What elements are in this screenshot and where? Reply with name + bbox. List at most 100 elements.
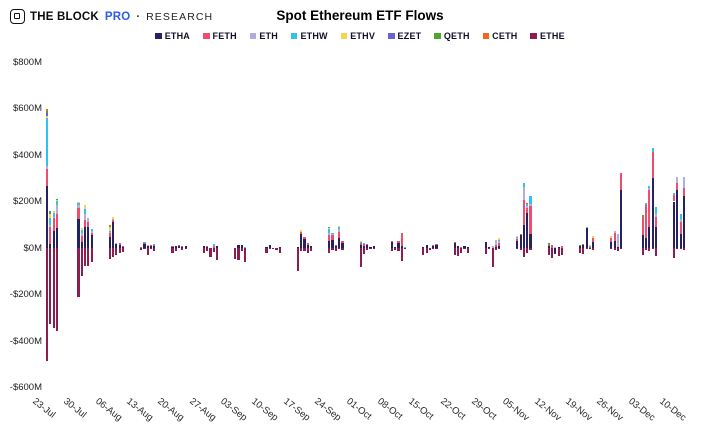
daily-flow-bar[interactable] — [529, 0, 532, 432]
daily-flow-bar[interactable] — [560, 0, 563, 432]
daily-flow-bar[interactable] — [240, 0, 243, 432]
daily-flow-bar[interactable] — [390, 0, 394, 432]
daily-flow-bar[interactable] — [341, 0, 344, 432]
daily-flow-bar[interactable] — [237, 0, 240, 432]
daily-flow-bar[interactable] — [121, 0, 125, 432]
daily-flow-bar[interactable] — [554, 0, 557, 432]
daily-flow-bar[interactable] — [491, 0, 494, 432]
daily-flow-bar[interactable] — [52, 0, 55, 432]
daily-flow-bar[interactable] — [215, 0, 219, 432]
daily-flow-bar[interactable] — [673, 0, 676, 432]
daily-flow-bar[interactable] — [244, 0, 247, 432]
daily-flow-bar[interactable] — [118, 0, 121, 432]
daily-flow-bar[interactable] — [362, 0, 365, 432]
daily-flow-bar[interactable] — [275, 0, 278, 432]
daily-flow-bar[interactable] — [87, 0, 90, 432]
daily-flow-bar[interactable] — [206, 0, 209, 432]
daily-flow-bar[interactable] — [112, 0, 115, 432]
daily-flow-bar[interactable] — [153, 0, 156, 432]
daily-flow-bar[interactable] — [272, 0, 275, 432]
daily-flow-bar[interactable] — [651, 0, 654, 432]
daily-flow-bar[interactable] — [90, 0, 93, 432]
legend-item-ethv[interactable]: ETHV — [340, 31, 375, 41]
daily-flow-bar[interactable] — [466, 0, 469, 432]
daily-flow-bar[interactable] — [682, 0, 686, 432]
daily-flow-bar[interactable] — [613, 0, 616, 432]
daily-flow-bar[interactable] — [202, 0, 205, 432]
daily-flow-bar[interactable] — [115, 0, 118, 432]
daily-flow-bar[interactable] — [644, 0, 648, 432]
daily-flow-bar[interactable] — [620, 0, 623, 432]
daily-flow-bar[interactable] — [369, 0, 372, 432]
daily-flow-bar[interactable] — [359, 0, 362, 432]
daily-flow-bar[interactable] — [432, 0, 435, 432]
daily-flow-bar[interactable] — [397, 0, 400, 432]
legend-item-etha[interactable]: ETHA — [155, 31, 190, 41]
daily-flow-bar[interactable] — [46, 0, 49, 432]
daily-flow-bar[interactable] — [494, 0, 497, 432]
daily-flow-bar[interactable] — [268, 0, 271, 432]
legend-item-ceth[interactable]: CETH — [482, 31, 518, 41]
daily-flow-bar[interactable] — [585, 0, 588, 432]
daily-flow-bar[interactable] — [616, 0, 620, 432]
daily-flow-bar[interactable] — [366, 0, 369, 432]
legend-item-feth[interactable]: FETH — [203, 31, 237, 41]
daily-flow-bar[interactable] — [80, 0, 83, 432]
daily-flow-bar[interactable] — [428, 0, 431, 432]
daily-flow-bar[interactable] — [174, 0, 177, 432]
daily-flow-bar[interactable] — [338, 0, 341, 432]
daily-flow-bar[interactable] — [463, 0, 466, 432]
legend-item-qeth[interactable]: QETH — [434, 31, 469, 41]
daily-flow-bar[interactable] — [592, 0, 595, 432]
daily-flow-bar[interactable] — [306, 0, 309, 432]
legend-item-eth[interactable]: ETH — [249, 31, 278, 41]
daily-flow-bar[interactable] — [400, 0, 403, 432]
daily-flow-bar[interactable] — [184, 0, 187, 432]
daily-flow-bar[interactable] — [212, 0, 215, 432]
daily-flow-bar[interactable] — [334, 0, 337, 432]
daily-flow-bar[interactable] — [55, 0, 59, 432]
daily-flow-bar[interactable] — [303, 0, 306, 432]
daily-flow-bar[interactable] — [557, 0, 560, 432]
daily-flow-bar[interactable] — [394, 0, 397, 432]
daily-flow-bar[interactable] — [234, 0, 237, 432]
daily-flow-bar[interactable] — [178, 0, 181, 432]
daily-flow-bar[interactable] — [456, 0, 460, 432]
daily-flow-bar[interactable] — [648, 0, 651, 432]
daily-flow-bar[interactable] — [641, 0, 644, 432]
daily-flow-bar[interactable] — [404, 0, 407, 432]
daily-flow-bar[interactable] — [484, 0, 488, 432]
daily-flow-bar[interactable] — [296, 0, 299, 432]
daily-flow-bar[interactable] — [181, 0, 184, 432]
daily-flow-bar[interactable] — [331, 0, 334, 432]
daily-flow-bar[interactable] — [146, 0, 149, 432]
daily-flow-bar[interactable] — [140, 0, 143, 432]
daily-flow-bar[interactable] — [547, 0, 550, 432]
daily-flow-bar[interactable] — [498, 0, 501, 432]
daily-flow-bar[interactable] — [328, 0, 331, 432]
daily-flow-bar[interactable] — [209, 0, 212, 432]
daily-flow-bar[interactable] — [679, 0, 682, 432]
daily-flow-bar[interactable] — [143, 0, 146, 432]
daily-flow-bar[interactable] — [522, 0, 526, 432]
daily-flow-bar[interactable] — [372, 0, 375, 432]
daily-flow-bar[interactable] — [654, 0, 658, 432]
daily-flow-bar[interactable] — [149, 0, 153, 432]
daily-flow-bar[interactable] — [519, 0, 522, 432]
daily-flow-bar[interactable] — [425, 0, 428, 432]
daily-flow-bar[interactable] — [526, 0, 529, 432]
legend-item-ethe[interactable]: ETHE — [530, 31, 565, 41]
daily-flow-bar[interactable] — [77, 0, 80, 432]
daily-flow-bar[interactable] — [516, 0, 519, 432]
daily-flow-bar[interactable] — [578, 0, 582, 432]
daily-flow-bar[interactable] — [582, 0, 585, 432]
daily-flow-bar[interactable] — [310, 0, 313, 432]
the-block-brand[interactable]: THE BLOCK PRO · RESEARCH — [10, 9, 213, 24]
daily-flow-bar[interactable] — [265, 0, 268, 432]
daily-flow-bar[interactable] — [278, 0, 281, 432]
daily-flow-bar[interactable] — [676, 0, 679, 432]
daily-flow-bar[interactable] — [550, 0, 554, 432]
daily-flow-bar[interactable] — [108, 0, 111, 432]
daily-flow-bar[interactable] — [171, 0, 174, 432]
daily-flow-bar[interactable] — [488, 0, 491, 432]
